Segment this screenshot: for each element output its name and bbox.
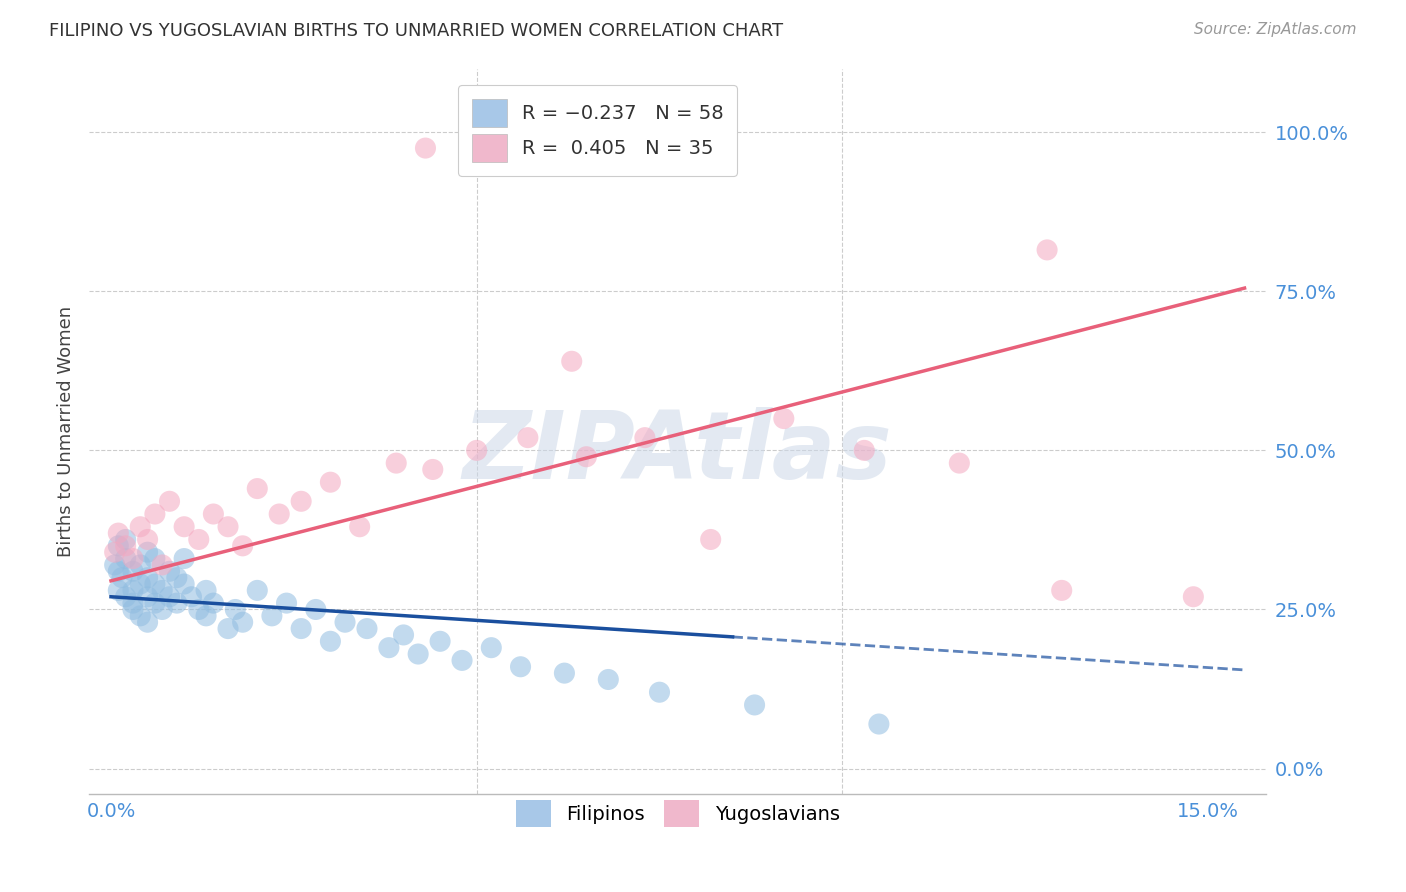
Point xyxy=(114,551,136,566)
Point xyxy=(392,628,415,642)
Point xyxy=(143,507,166,521)
Point xyxy=(129,520,152,534)
Point xyxy=(415,141,437,155)
Point xyxy=(290,622,312,636)
Point xyxy=(136,590,159,604)
Point xyxy=(319,634,342,648)
Point xyxy=(868,717,890,731)
Point xyxy=(269,507,291,521)
Point xyxy=(246,482,269,496)
Point xyxy=(114,533,136,547)
Point xyxy=(159,590,181,604)
Point xyxy=(1182,590,1205,604)
Point xyxy=(356,622,378,636)
Point xyxy=(107,564,129,578)
Point xyxy=(122,551,145,566)
Point xyxy=(129,577,152,591)
Point xyxy=(173,520,195,534)
Point xyxy=(104,545,127,559)
Point xyxy=(246,583,269,598)
Point xyxy=(143,551,166,566)
Legend: Filipinos, Yugoslavians: Filipinos, Yugoslavians xyxy=(508,792,848,835)
Point xyxy=(516,431,538,445)
Point xyxy=(598,673,620,687)
Point xyxy=(488,141,510,155)
Point xyxy=(1050,583,1073,598)
Point xyxy=(1036,243,1059,257)
Point xyxy=(772,411,794,425)
Point xyxy=(114,590,136,604)
Point xyxy=(319,475,342,490)
Point xyxy=(173,551,195,566)
Point xyxy=(333,615,356,630)
Point xyxy=(180,590,202,604)
Y-axis label: Births to Unmarried Women: Births to Unmarried Women xyxy=(58,306,75,557)
Point xyxy=(150,558,173,572)
Point xyxy=(136,533,159,547)
Point xyxy=(553,666,575,681)
Point xyxy=(305,602,328,616)
Text: Source: ZipAtlas.com: Source: ZipAtlas.com xyxy=(1194,22,1357,37)
Point xyxy=(276,596,298,610)
Point xyxy=(166,596,188,610)
Point xyxy=(195,583,218,598)
Point xyxy=(232,539,254,553)
Point xyxy=(217,520,239,534)
Point xyxy=(166,571,188,585)
Point xyxy=(159,564,181,578)
Point xyxy=(136,615,159,630)
Point xyxy=(173,577,195,591)
Point xyxy=(349,520,371,534)
Point xyxy=(122,564,145,578)
Point xyxy=(202,596,225,610)
Point xyxy=(122,596,145,610)
Point xyxy=(479,640,502,655)
Point xyxy=(509,659,531,673)
Point xyxy=(744,698,766,712)
Text: ZIPAtlas: ZIPAtlas xyxy=(463,407,893,499)
Point xyxy=(143,577,166,591)
Point xyxy=(114,539,136,553)
Point xyxy=(224,602,246,616)
Point xyxy=(853,443,876,458)
Point xyxy=(143,596,166,610)
Point xyxy=(465,443,488,458)
Point xyxy=(217,622,239,636)
Point xyxy=(107,526,129,541)
Point xyxy=(159,494,181,508)
Point xyxy=(385,456,408,470)
Point xyxy=(122,602,145,616)
Point xyxy=(575,450,598,464)
Point xyxy=(561,354,583,368)
Point xyxy=(195,608,218,623)
Point xyxy=(260,608,283,623)
Point xyxy=(406,647,429,661)
Point xyxy=(187,602,209,616)
Point xyxy=(232,615,254,630)
Point xyxy=(111,571,134,585)
Point xyxy=(107,539,129,553)
Text: FILIPINO VS YUGOSLAVIAN BIRTHS TO UNMARRIED WOMEN CORRELATION CHART: FILIPINO VS YUGOSLAVIAN BIRTHS TO UNMARR… xyxy=(49,22,783,40)
Point xyxy=(150,583,173,598)
Point xyxy=(107,583,129,598)
Point xyxy=(378,640,401,655)
Point xyxy=(634,431,657,445)
Point xyxy=(290,494,312,508)
Point xyxy=(136,571,159,585)
Point xyxy=(648,685,671,699)
Point xyxy=(122,583,145,598)
Point xyxy=(129,558,152,572)
Point xyxy=(422,462,444,476)
Point xyxy=(150,602,173,616)
Point xyxy=(187,533,209,547)
Point xyxy=(948,456,970,470)
Point xyxy=(429,634,451,648)
Point xyxy=(129,608,152,623)
Point xyxy=(451,653,474,667)
Point xyxy=(104,558,127,572)
Point xyxy=(202,507,225,521)
Point xyxy=(699,533,721,547)
Point xyxy=(136,545,159,559)
